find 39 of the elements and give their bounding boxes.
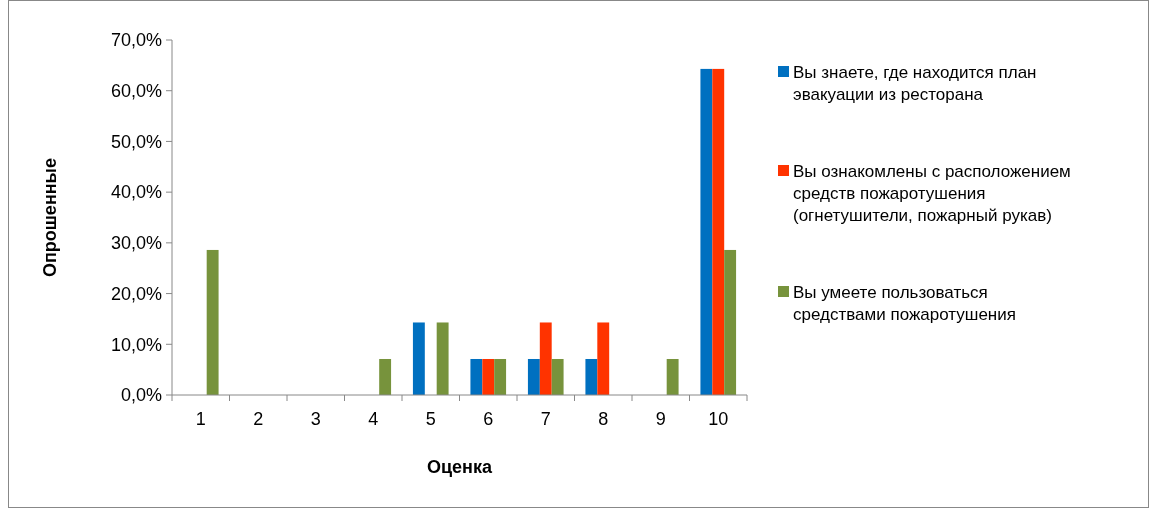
bar (436, 322, 449, 395)
x-tick-label: 7 (540, 409, 551, 429)
legend-label: Вы знаете, где находится план эвакуации из ресторана (793, 63, 1037, 104)
x-tick-label: 4 (368, 409, 379, 429)
bar (585, 358, 598, 395)
x-tick-label: 10 (708, 409, 729, 429)
bar (666, 358, 679, 395)
x-tick-label: 9 (655, 409, 666, 429)
y-tick-label: 10,0% (110, 334, 162, 355)
bar (482, 358, 495, 395)
bar (551, 358, 564, 395)
bar (206, 249, 219, 395)
x-tick-label: 1 (195, 409, 206, 429)
bar (597, 322, 610, 395)
y-tick-label: 0,0% (120, 385, 162, 406)
y-tick-label: 60,0% (110, 81, 162, 102)
bar (379, 358, 392, 395)
y-tick-label: 30,0% (110, 233, 162, 254)
y-tick-label: 40,0% (110, 182, 162, 203)
y-tick-label: 70,0% (110, 30, 162, 51)
y-tick-label: 50,0% (110, 131, 162, 152)
x-tick-label: 6 (483, 409, 494, 429)
x-axis-title: Оценка (427, 457, 493, 477)
bar (712, 68, 725, 395)
x-tick-label: 3 (310, 409, 321, 429)
bar (470, 358, 483, 395)
x-tick-label: 2 (253, 409, 264, 429)
bar (527, 358, 540, 395)
bar (412, 322, 425, 395)
x-tick-label: 5 (425, 409, 436, 429)
y-axis-title: Опрошенные (40, 157, 60, 278)
legend-label: Вы ознакомлены с расположением средств пожаротушения (огнетушители, пожарный рукав) (793, 162, 1071, 225)
bar (724, 249, 737, 395)
bar (700, 68, 713, 395)
bar (539, 322, 552, 395)
x-tick-label: 8 (598, 409, 609, 429)
bar (494, 358, 507, 395)
legend-label: Вы умеете пользоваться средствами пожаротушения (793, 283, 1016, 324)
y-tick-label: 20,0% (110, 283, 162, 304)
